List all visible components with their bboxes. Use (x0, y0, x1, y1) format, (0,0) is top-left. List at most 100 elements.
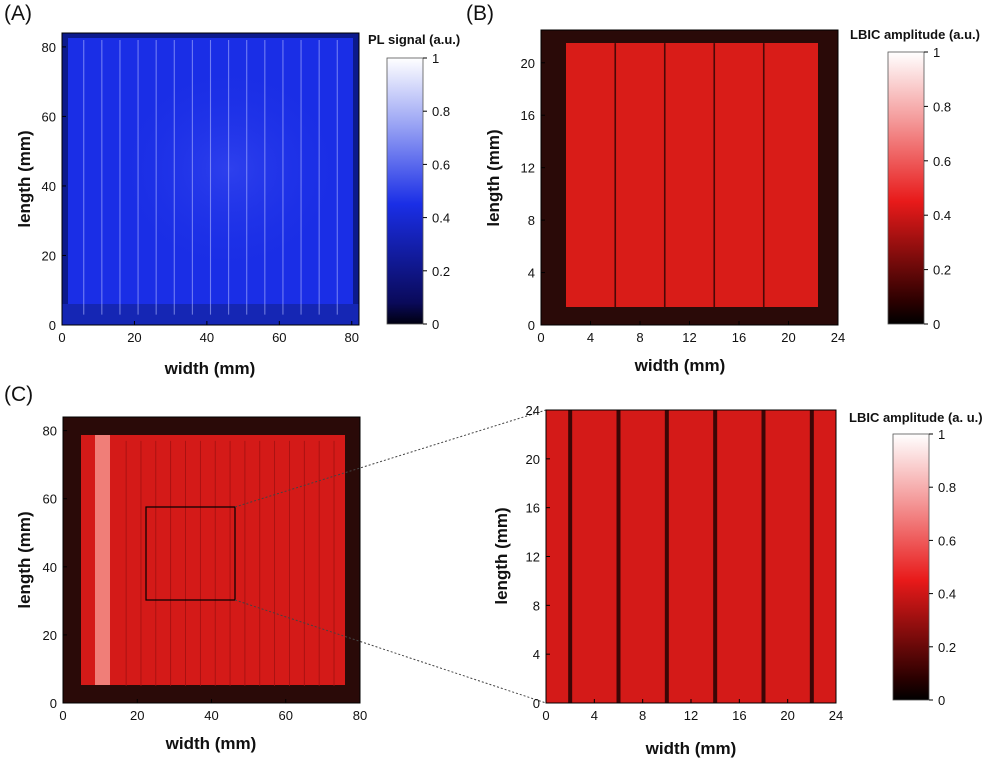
y-tick-label: 20 (526, 452, 540, 467)
x-tick-label: 4 (591, 708, 598, 723)
x-tick-label: 0 (59, 708, 66, 723)
colorbar-tick-label: 1 (432, 51, 439, 66)
x-tick-label: 20 (127, 330, 141, 345)
y-tick-label: 8 (533, 598, 540, 613)
x-tick-label: 0 (58, 330, 65, 345)
lbic-b-cell-lines (614, 43, 765, 308)
x-tick-label: 0 (537, 330, 544, 345)
pl-bright-region (110, 70, 350, 290)
y-tick-label: 4 (528, 266, 535, 281)
y-tick-label: 0 (49, 318, 56, 333)
y-tick-label: 16 (526, 501, 540, 516)
panel-b-colorbar (887, 51, 925, 325)
x-tick-label: 60 (272, 330, 286, 345)
panel-b-colorbar-title: LBIC amplitude (a.u.) (850, 27, 980, 42)
colorbar-tick-label: 0.2 (933, 263, 951, 278)
x-tick-label: 40 (204, 708, 218, 723)
panel-a-colorbar-title: PL signal (a.u.) (368, 32, 460, 47)
colorbar-tick-label: 1 (938, 427, 945, 442)
panel-c-x-ticks: 0 20 40 60 80 (59, 699, 367, 723)
y-tick-label: 16 (521, 108, 535, 123)
x-tick-label: 8 (639, 708, 646, 723)
colorbar-tick-label: 0.6 (432, 157, 450, 172)
x-tick-label: 24 (829, 708, 843, 723)
x-tick-label: 24 (831, 330, 845, 345)
panel-b-x-label: width (mm) (634, 356, 726, 375)
panel-a-colorbar-ticks: 0 0.2 0.4 0.6 0.8 1 (423, 51, 450, 332)
panel-c-heatmap: 0 20 40 60 80 0 20 40 60 80 width (mm) length (m… (15, 416, 367, 753)
x-tick-label: 12 (682, 330, 696, 345)
colorbar-tick-label: 0.6 (938, 533, 956, 548)
lbic-c-cell-lines (125, 440, 335, 686)
panel-b-heatmap: 0 4 8 12 16 20 24 0 4 8 12 16 20 width (mm) length … (484, 27, 980, 375)
panel-letter-b: (B) (466, 2, 494, 25)
lbic-c-bright-stripe (95, 435, 110, 685)
panel-c-x-label: width (mm) (165, 734, 257, 753)
x-tick-label: 0 (542, 708, 549, 723)
colorbar-tick-label: 0 (933, 317, 940, 332)
x-tick-label: 16 (732, 330, 746, 345)
colorbar-tick-label: 0.4 (933, 208, 951, 223)
panel-a-y-ticks: 0 20 40 60 80 (42, 40, 66, 333)
x-tick-label: 12 (684, 708, 698, 723)
y-tick-label: 40 (43, 560, 57, 575)
panel-c-y-ticks: 0 20 40 60 80 (43, 424, 67, 711)
panel-b-y-ticks: 0 4 8 12 16 20 (521, 56, 545, 333)
colorbar-tick-label: 0.8 (432, 104, 450, 119)
x-tick-label: 20 (781, 330, 795, 345)
panel-a-y-label: length (mm) (15, 130, 34, 227)
colorbar-tick-label: 0.4 (938, 587, 956, 602)
y-tick-label: 60 (42, 109, 56, 124)
x-tick-label: 60 (279, 708, 293, 723)
panel-letter-a: (A) (4, 2, 32, 25)
colorbar-tick-label: 0.8 (938, 480, 956, 495)
x-tick-label: 80 (345, 330, 359, 345)
y-tick-label: 4 (533, 647, 540, 662)
panel-a-colorbar (386, 57, 424, 325)
panel-a-x-ticks: 0 20 40 60 80 (58, 321, 359, 345)
x-tick-label: 40 (200, 330, 214, 345)
panel-b-x-ticks: 0 4 8 12 16 20 24 (537, 321, 845, 345)
panel-a-heatmap: 0 20 40 60 80 0 20 40 60 80 width (mm) length (m… (15, 32, 460, 378)
lbic-c-active-area (81, 435, 345, 685)
x-tick-label: 20 (130, 708, 144, 723)
colorbar-tick-label: 1 (933, 45, 940, 60)
y-tick-label: 20 (42, 248, 56, 263)
y-tick-label: 60 (43, 492, 57, 507)
y-tick-label: 12 (521, 161, 535, 176)
panel-b-colorbar-ticks: 0 0.2 0.4 0.6 0.8 1 (924, 45, 951, 332)
panel-c-zoom-y-label: length (mm) (492, 507, 511, 604)
y-tick-label: 80 (43, 424, 57, 439)
panel-letter-c: (C) (4, 383, 33, 406)
y-tick-label: 24 (526, 403, 540, 418)
y-tick-label: 12 (526, 550, 540, 565)
panel-a-x-label: width (mm) (164, 359, 256, 378)
colorbar-tick-label: 0.6 (933, 154, 951, 169)
y-tick-label: 0 (50, 696, 57, 711)
panel-c-zoom-heatmap: 0 4 8 12 16 20 24 0 4 8 12 16 20 24 width (mm) lengt… (492, 403, 983, 758)
y-tick-label: 0 (533, 696, 540, 711)
pl-cell-lines (83, 39, 338, 315)
x-tick-label: 20 (780, 708, 794, 723)
panel-c-y-label: length (mm) (15, 511, 34, 608)
panel-c-zoom-x-label: width (mm) (645, 739, 737, 758)
y-tick-label: 0 (528, 318, 535, 333)
panel-b-y-label: length (mm) (484, 129, 503, 226)
zoom-connector-bottom (234, 599, 547, 704)
y-tick-label: 8 (528, 213, 535, 228)
colorbar-tick-label: 0.2 (938, 640, 956, 655)
y-tick-label: 20 (43, 628, 57, 643)
y-tick-label: 80 (42, 40, 56, 55)
x-tick-label: 16 (732, 708, 746, 723)
panel-a-axes-box (61, 32, 360, 326)
colorbar-tick-label: 0.4 (432, 211, 450, 226)
colorbar-tick-label: 0.2 (432, 264, 450, 279)
zoom-region-box (145, 506, 236, 601)
x-tick-label: 4 (587, 330, 594, 345)
x-tick-label: 80 (353, 708, 367, 723)
lbic-zoom-cell-lines (568, 410, 814, 703)
lbic-b-active-area (566, 43, 818, 307)
panel-c-colorbar-ticks: 0 0.2 0.4 0.6 0.8 1 (929, 427, 956, 708)
y-tick-label: 20 (521, 56, 535, 71)
